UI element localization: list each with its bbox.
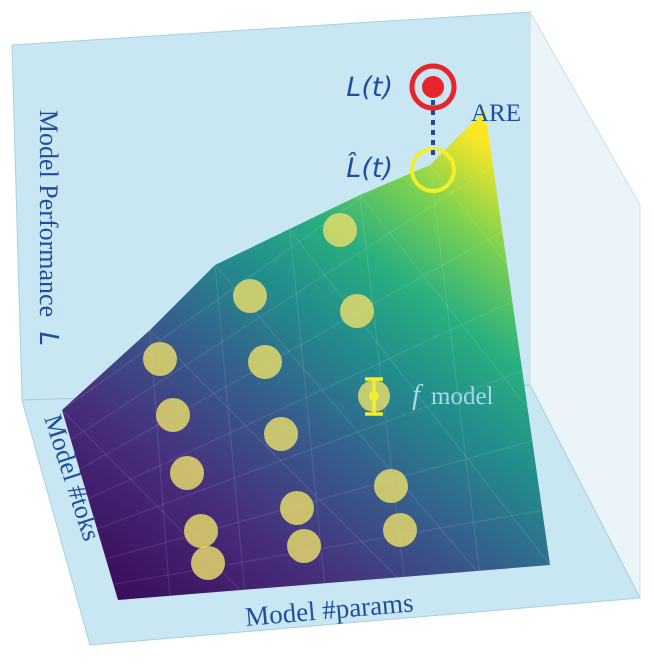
estimate-ring [410, 147, 456, 193]
data-point [156, 398, 190, 432]
data-point [374, 469, 408, 503]
y-axis-symbol: L [33, 332, 63, 347]
data-point [233, 279, 267, 313]
data-point [191, 546, 225, 580]
data-point [184, 514, 218, 548]
data-point [248, 345, 282, 379]
f-model-label: f model [412, 379, 494, 411]
data-point [264, 417, 298, 451]
data-point [170, 456, 204, 490]
target-marker [409, 63, 457, 111]
estimate-label: L̂(t) [346, 152, 393, 184]
data-point [323, 213, 357, 247]
target-label: L(t) [346, 72, 393, 103]
y-axis-label: Model Performance L [33, 110, 63, 346]
f-model-point [358, 377, 390, 416]
data-point [383, 513, 417, 547]
training-points [143, 213, 417, 580]
data-point [340, 294, 374, 328]
svg-text:Model Performance L: Model Performance L [33, 110, 63, 346]
y-axis-title: Model Performance [34, 110, 63, 317]
model-word: model [431, 383, 494, 410]
data-point [287, 529, 321, 563]
data-point [143, 342, 177, 376]
data-point [280, 491, 314, 525]
are-label: ARE [471, 100, 521, 127]
